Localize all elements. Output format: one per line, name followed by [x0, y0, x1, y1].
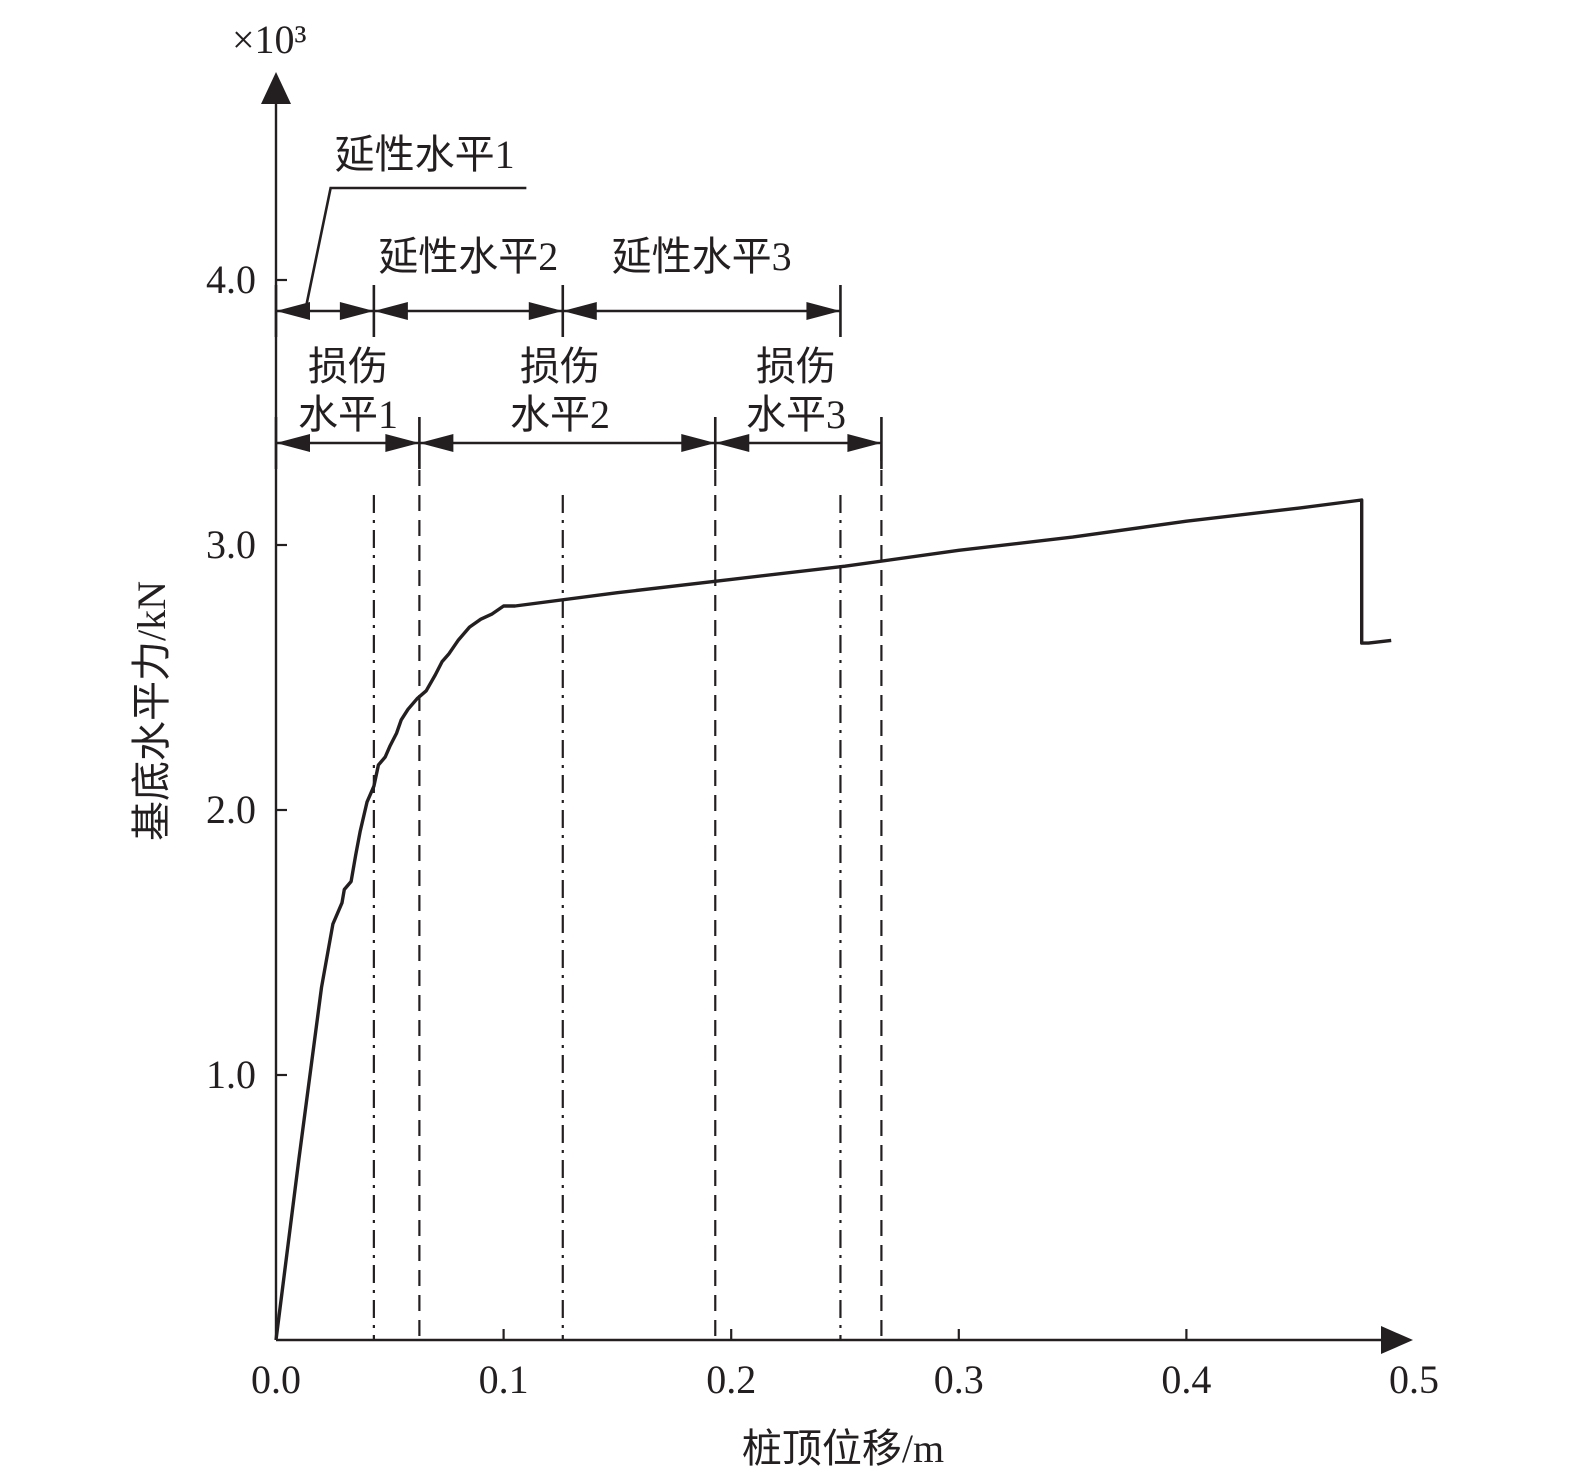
level-brackets	[274, 186, 883, 469]
x-tick-label: 0.4	[1161, 1357, 1211, 1402]
damage-arrow-left	[419, 434, 454, 452]
damage-arrow-right	[847, 434, 882, 452]
damage-level-label-line2: 水平1	[298, 392, 398, 437]
ductility-arrow-right	[806, 302, 841, 320]
ductility-arrow-left	[276, 302, 310, 320]
y-tick-label: 2.0	[206, 787, 256, 832]
ductility-arrow-right	[528, 302, 563, 320]
x-tick-label: 0.3	[934, 1357, 984, 1402]
ductility-level-2-label: 延性水平2	[378, 234, 558, 279]
ductility-arrow-right	[339, 302, 374, 320]
ductility-level-1-label: 延性水平1	[335, 132, 515, 177]
damage-arrow-left	[276, 434, 310, 452]
damage-level-label-line1: 损伤	[756, 344, 836, 389]
axes: 0.0 0.1 0.2 0.3 0.4 0.5 1.0 2.0 3.0 4.0	[206, 72, 1439, 1402]
level-boundary-lines	[372, 445, 883, 1340]
y-tick-label: 3.0	[206, 522, 256, 567]
y-axis-title: 基底水平力/kN	[129, 581, 174, 841]
y-tick-label: 1.0	[206, 1052, 256, 1097]
capacity-curve-layer	[274, 498, 1392, 1341]
damage-level-label-line2: 水平2	[510, 392, 610, 437]
damage-arrow-right	[385, 434, 420, 452]
x-axis-title: 桩顶位移/m	[742, 1426, 944, 1471]
x-tick-label: 0.1	[479, 1357, 529, 1402]
ductility-arrow-left	[373, 302, 408, 320]
x-tick-label: 0.2	[706, 1357, 756, 1402]
x-tick-label: 0.0	[251, 1357, 301, 1402]
x-tick-label: 0.5	[1389, 1357, 1439, 1402]
ductility-1-leader	[304, 186, 527, 310]
x-axis-arrow	[1381, 1326, 1413, 1354]
ductility-arrow-left	[562, 302, 597, 320]
y-tick-label: 4.0	[206, 257, 256, 302]
damage-level-label-line2: 水平3	[746, 392, 846, 437]
damage-arrow-right	[681, 434, 716, 452]
damage-level-label-line1: 损伤	[308, 344, 388, 389]
y-axis-arrow	[261, 72, 291, 104]
damage-arrow-left	[715, 434, 750, 452]
y-multiplier-label: ×10³	[232, 17, 307, 62]
capacity-curve	[274, 498, 1392, 1341]
ductility-level-3-label: 延性水平3	[612, 234, 792, 279]
damage-level-label-line1: 损伤	[520, 344, 600, 389]
